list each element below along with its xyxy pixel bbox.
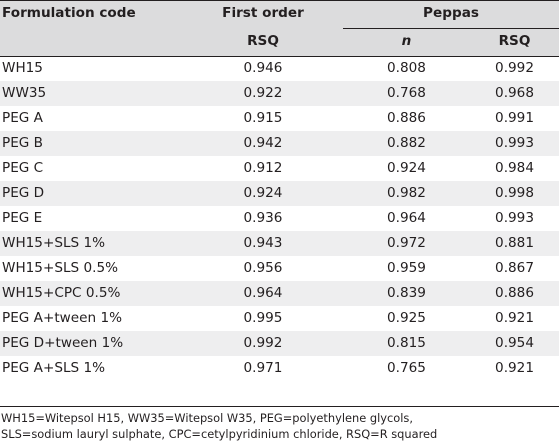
cell-peppas-rsq: 0.954 (470, 331, 559, 356)
cell-peppas-n: 0.882 (343, 131, 470, 156)
cell-peppas-rsq: 0.991 (495, 109, 534, 126)
cell-formulation-code: WH15+SLS 1% (0, 231, 183, 256)
cell-formulation-code: PEG C (2, 159, 44, 176)
release-kinetics-table: Formulation code First order Peppas RSQ … (0, 0, 559, 381)
cell-first-order-rsq: 0.922 (183, 81, 343, 106)
header-row-1: Formulation code First order Peppas (0, 0, 559, 29)
header-peppas: Peppas (343, 0, 559, 29)
cell-formulation-code: WW35 (0, 81, 183, 106)
cell-formulation-code: PEG D+tween 1% (0, 331, 183, 356)
cell-formulation-code: PEG E (2, 209, 43, 226)
header-first-order: First order (222, 5, 304, 22)
cell-formulation-code: PEG A (2, 109, 43, 126)
cell-peppas-n: 0.768 (343, 81, 470, 106)
cell-peppas-rsq: 0.984 (495, 159, 534, 176)
cell-peppas-n: 0.924 (387, 159, 426, 176)
footnote-line-1: WH15=Witepsol H15, WW35=Witepsol W35, PE… (1, 411, 413, 425)
cell-formulation-code: PEG D (0, 181, 183, 206)
cell-peppas-n: 0.972 (343, 231, 470, 256)
table-row: WW35 0.922 0.768 0.968 (0, 81, 559, 106)
table-row: WH15 0.946 0.808 0.992 (0, 56, 559, 81)
table-row: PEG E 0.936 0.964 0.993 (0, 206, 559, 231)
cell-peppas-n: 0.808 (387, 59, 426, 76)
table-row: WH15+SLS 1% 0.943 0.972 0.881 (0, 231, 559, 256)
cell-first-order-rsq: 0.956 (243, 259, 283, 276)
table-row: WH15+SLS 0.5% 0.956 0.959 0.867 (0, 256, 559, 281)
table-body: WH15 0.946 0.808 0.992 WW35 0.922 0.768 0.968 PE… (0, 56, 559, 381)
cell-peppas-rsq: 0.992 (495, 59, 534, 76)
cell-first-order-rsq: 0.971 (243, 359, 283, 376)
table-row: PEG B 0.942 0.882 0.993 (0, 131, 559, 156)
cell-first-order-rsq: 0.943 (183, 231, 343, 256)
header-formulation-code: Formulation code (2, 5, 136, 21)
cell-first-order-rsq: 0.924 (183, 181, 343, 206)
cell-formulation-code: WH15+CPC 0.5% (0, 281, 183, 306)
footnote-line-2: SLS=sodium lauryl sulphate, CPC=cetylpyr… (1, 427, 438, 441)
top-rule (0, 0, 559, 1)
header-first-order-rsq: RSQ (247, 33, 279, 50)
cell-peppas-rsq: 0.993 (495, 209, 534, 226)
cell-formulation-code: PEG B (0, 131, 183, 156)
cell-first-order-rsq: 0.912 (243, 159, 283, 176)
cell-first-order-rsq: 0.995 (243, 309, 283, 326)
cell-first-order-rsq: 0.936 (243, 209, 283, 226)
cell-peppas-n: 0.964 (387, 209, 426, 226)
cell-formulation-code: PEG A+tween 1% (2, 309, 123, 326)
cell-first-order-rsq: 0.942 (183, 131, 343, 156)
cell-first-order-rsq: 0.964 (183, 281, 343, 306)
cell-peppas-rsq: 0.968 (470, 81, 559, 106)
header-rule (0, 56, 559, 57)
header-peppas-rsq: RSQ (498, 33, 531, 50)
table-row: PEG A+SLS 1% 0.971 0.765 0.921 (0, 356, 559, 381)
cell-peppas-n: 0.765 (387, 359, 426, 376)
cell-peppas-n: 0.925 (387, 309, 426, 326)
cell-peppas-rsq: 0.921 (495, 309, 534, 326)
table-row: PEG A+tween 1% 0.995 0.925 0.921 (0, 306, 559, 331)
cell-peppas-rsq: 0.867 (495, 259, 534, 276)
cell-peppas-rsq: 0.993 (470, 131, 559, 156)
table-row: WH15+CPC 0.5% 0.964 0.839 0.886 (0, 281, 559, 306)
table-footnote: WH15=Witepsol H15, WW35=Witepsol W35, PE… (1, 410, 557, 442)
table-row: PEG D 0.924 0.982 0.998 (0, 181, 559, 206)
cell-peppas-n: 0.982 (343, 181, 470, 206)
cell-peppas-rsq: 0.881 (470, 231, 559, 256)
cell-peppas-n: 0.815 (343, 331, 470, 356)
cell-peppas-n: 0.839 (343, 281, 470, 306)
cell-formulation-code: PEG A+SLS 1% (2, 359, 106, 376)
cell-first-order-rsq: 0.946 (243, 59, 283, 76)
header-peppas-n: n (401, 33, 412, 50)
cell-peppas-rsq: 0.921 (495, 359, 534, 376)
cell-peppas-n: 0.959 (387, 259, 426, 276)
cell-peppas-n: 0.886 (387, 109, 426, 126)
table-row: PEG A 0.915 0.886 0.991 (0, 106, 559, 131)
cell-peppas-rsq: 0.998 (470, 181, 559, 206)
table-row: PEG C 0.912 0.924 0.984 (0, 156, 559, 181)
cell-first-order-rsq: 0.992 (183, 331, 343, 356)
cell-formulation-code: WH15+SLS 0.5% (2, 259, 119, 276)
cell-formulation-code: WH15 (2, 59, 43, 76)
cell-peppas-rsq: 0.886 (470, 281, 559, 306)
bottom-rule (0, 406, 559, 407)
table-row: PEG D+tween 1% 0.992 0.815 0.954 (0, 331, 559, 356)
cell-first-order-rsq: 0.915 (243, 109, 283, 126)
